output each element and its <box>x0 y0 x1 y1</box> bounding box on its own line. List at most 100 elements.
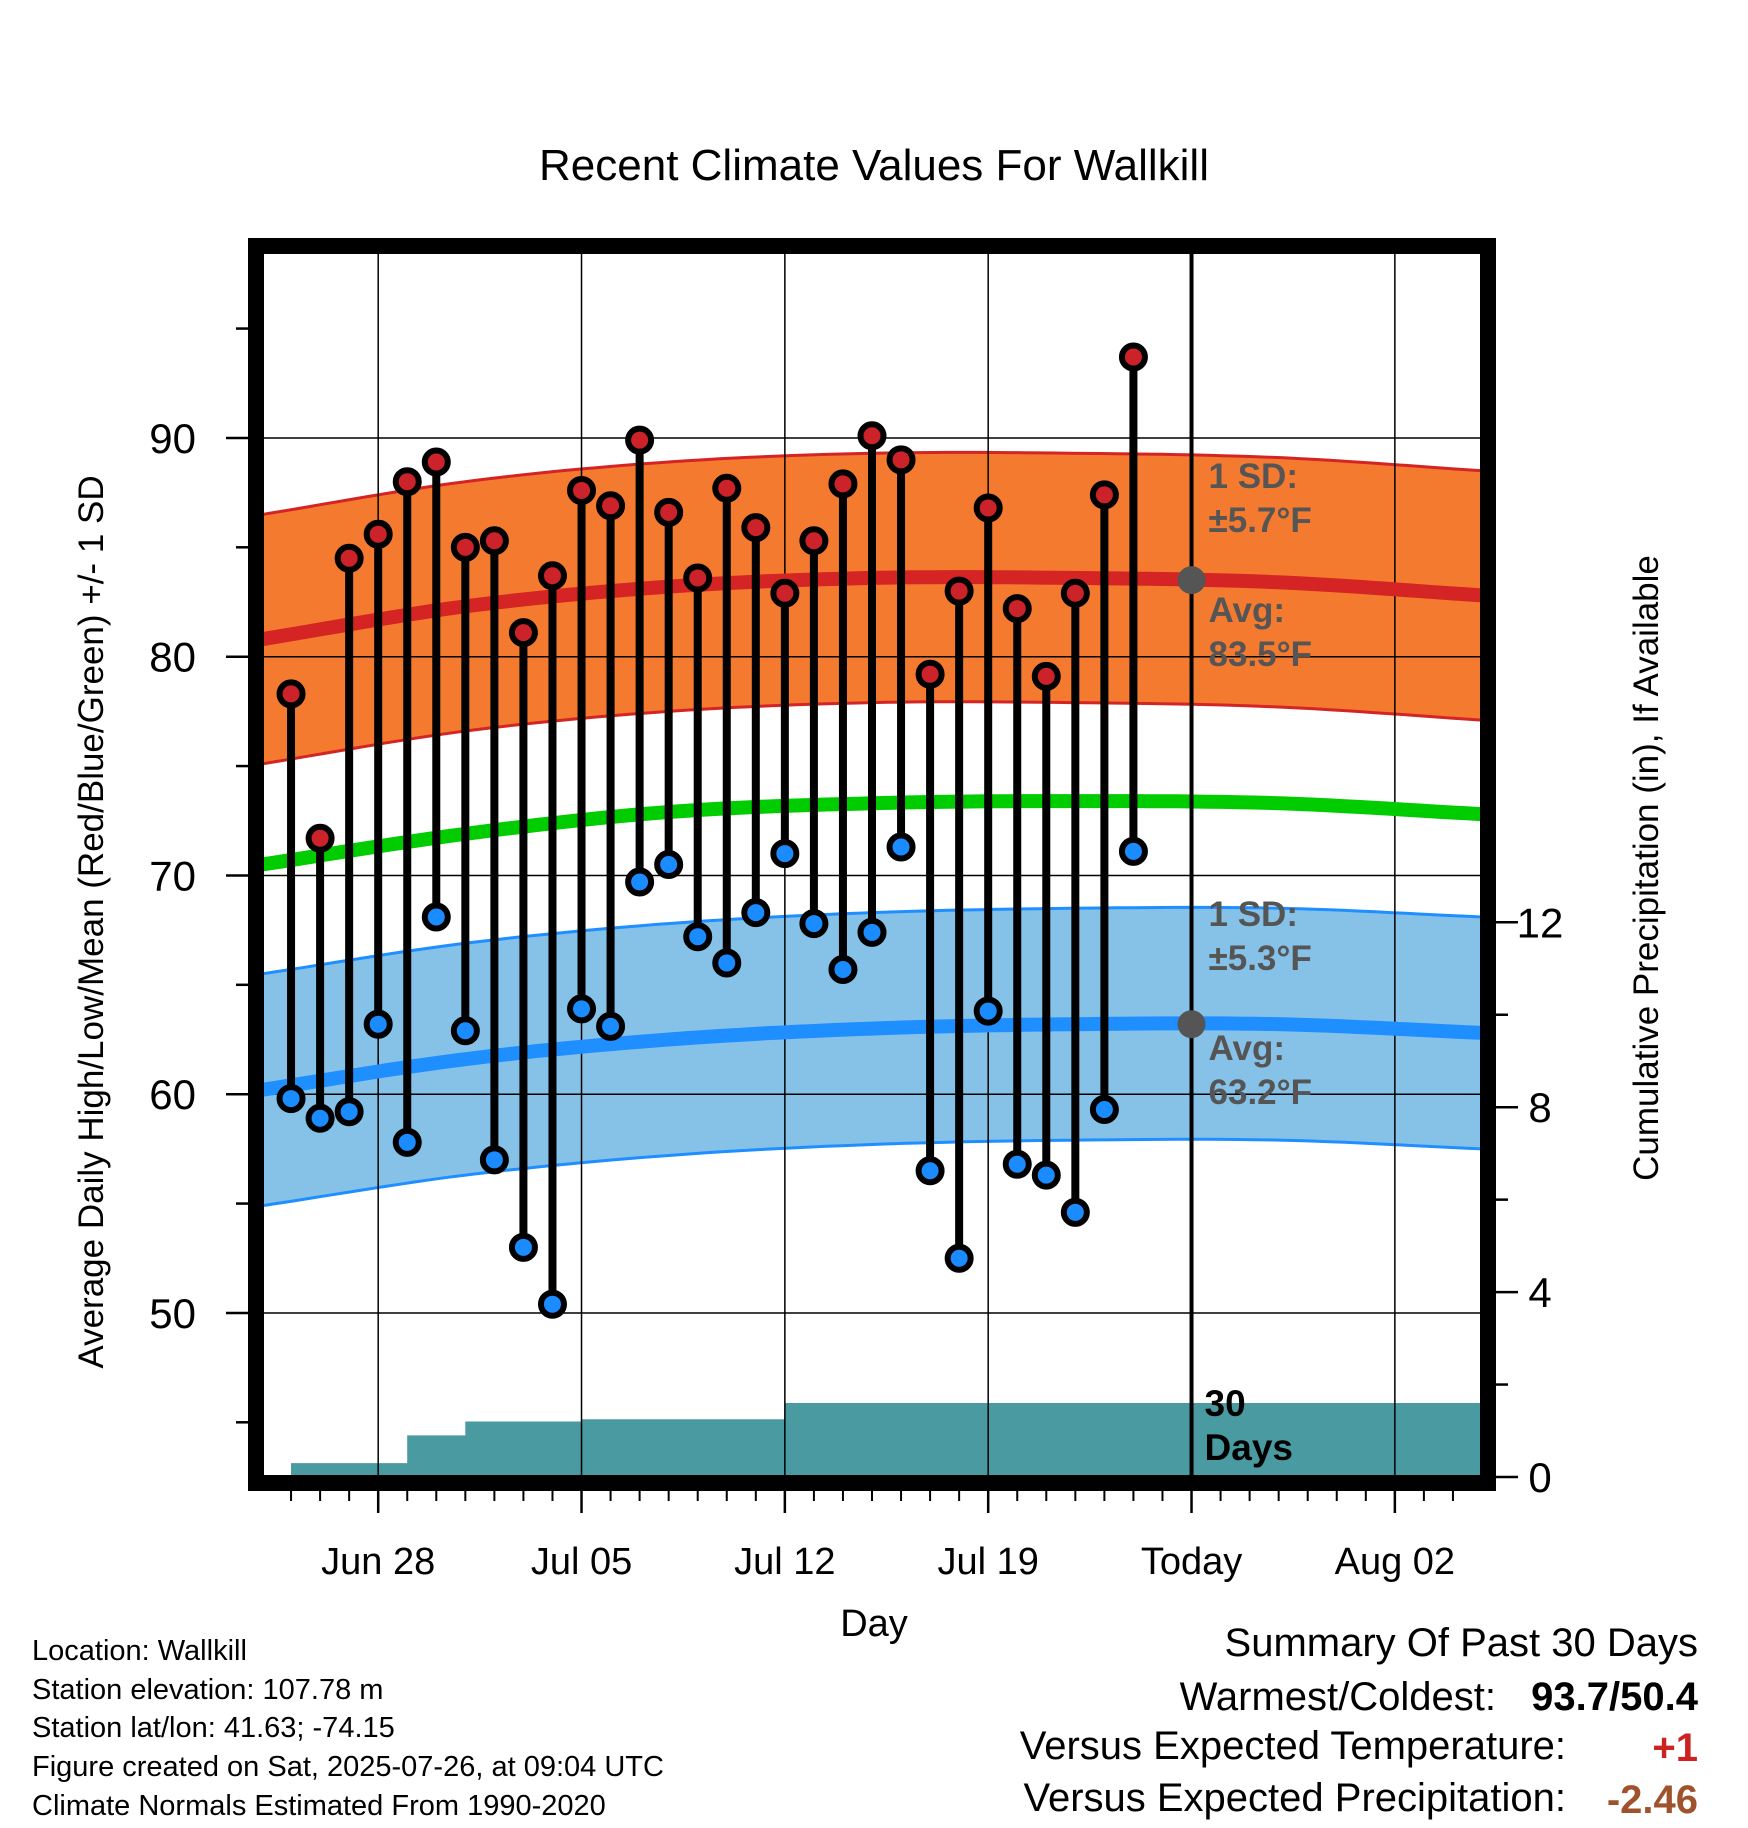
high-dot <box>392 467 422 497</box>
high-dot <box>741 513 771 543</box>
chart-title: Recent Climate Values For Wallkill <box>539 141 1209 190</box>
low-dot <box>508 1232 538 1262</box>
high-dot <box>537 561 567 591</box>
precip-area <box>291 1403 1482 1477</box>
low-dot <box>1118 836 1148 866</box>
low-dot <box>596 1011 626 1041</box>
y-tick-label: 70 <box>149 852 196 899</box>
high-dot <box>683 563 713 593</box>
x-tick-label: Jul 12 <box>734 1541 835 1583</box>
high-dot <box>421 447 451 477</box>
high-dot <box>450 532 480 562</box>
low-dot <box>625 867 655 897</box>
high-dot <box>973 493 1003 523</box>
low-avg-value: 63.2°F <box>1209 1073 1313 1112</box>
high-dot <box>596 491 626 521</box>
summary-precip-label: Versus Expected Precipitation: <box>1023 1776 1566 1820</box>
low-dot <box>363 1009 393 1039</box>
low-dot <box>886 832 916 862</box>
low-avg-label: Avg: <box>1209 1029 1285 1068</box>
y-tick-label: 80 <box>149 634 196 681</box>
high-dot <box>712 473 742 503</box>
high-average-marker <box>1177 566 1206 595</box>
y-tick-label: 60 <box>149 1071 196 1118</box>
high-dot <box>915 659 945 689</box>
high-dot <box>654 497 684 527</box>
high-dot <box>625 425 655 455</box>
low-dot <box>654 850 684 879</box>
low-dot <box>799 909 829 939</box>
high-dot <box>1060 578 1090 608</box>
high-dot <box>276 679 306 709</box>
low-dot <box>1089 1095 1119 1124</box>
high-dot <box>944 576 974 606</box>
low-dot <box>450 1016 480 1046</box>
high-dot <box>770 578 800 608</box>
high-dot <box>1089 480 1119 510</box>
high-dot <box>479 526 509 556</box>
info-location: Location: Wallkill <box>32 1635 247 1667</box>
x-axis-title: Day <box>840 1603 908 1645</box>
info-elevation: Station elevation: 107.78 m <box>32 1674 383 1706</box>
low-sd-label: 1 SD: <box>1209 895 1298 934</box>
high-dot <box>334 543 364 573</box>
low-sd-band <box>262 907 1482 1206</box>
low-dot <box>1060 1197 1090 1227</box>
plot-inner: 1 SD: ±5.7°F Avg: 83.5°F 1 SD: ±5.3°F Avg: 63.2… <box>262 252 1482 1477</box>
high-avg-label: Avg: <box>1209 591 1285 630</box>
low-dot <box>741 898 771 928</box>
y-axis-title: Average Daily High/Low/Mean (Red/Blue/Gr… <box>72 475 111 1368</box>
y2-axis-title: Cumulative Precipitation (in), If Availa… <box>1627 555 1666 1181</box>
high-dot <box>828 469 858 499</box>
low-dot <box>392 1127 422 1157</box>
low-dot <box>944 1243 974 1273</box>
summary-warm-cold-label: Warmest/Coldest: <box>1180 1675 1496 1719</box>
x-tick-label: Jul 05 <box>531 1541 632 1583</box>
low-dot <box>770 839 800 869</box>
days-count: 30 <box>1205 1383 1246 1424</box>
low-dot <box>828 955 858 984</box>
x-tick-label: Jun 28 <box>321 1541 435 1583</box>
low-sd-value: ±5.3°F <box>1209 939 1312 978</box>
y2-tick-label: 4 <box>1528 1269 1551 1316</box>
low-dot <box>712 948 742 978</box>
high-dot <box>1118 342 1148 372</box>
low-dot <box>857 917 887 947</box>
high-dot <box>1002 594 1032 624</box>
high-dot <box>857 421 887 451</box>
summary-precip-value: -2.46 <box>1607 1778 1698 1822</box>
y2-tick-label: 0 <box>1528 1454 1551 1501</box>
high-dot <box>799 526 829 556</box>
summary-temp-value: +1 <box>1652 1726 1698 1770</box>
low-dot <box>421 902 451 932</box>
low-dot <box>915 1156 945 1186</box>
low-dot <box>305 1103 335 1133</box>
x-tick-label: Jul 19 <box>937 1541 1038 1583</box>
high-avg-value: 83.5°F <box>1209 635 1313 674</box>
low-sd-lower-edge <box>262 1137 1482 1208</box>
summary-heading: Summary Of Past 30 Days <box>1225 1621 1698 1665</box>
low-dot <box>973 996 1003 1026</box>
y-tick-label: 50 <box>149 1290 196 1337</box>
low-dot <box>1002 1149 1032 1179</box>
x-tick-label: Today <box>1141 1541 1242 1583</box>
low-average-marker <box>1177 1010 1206 1039</box>
x-tick-label: Aug 02 <box>1335 1541 1455 1583</box>
low-dot <box>276 1084 306 1114</box>
low-dot <box>334 1097 364 1127</box>
summary-temp-label: Versus Expected Temperature: <box>1020 1724 1566 1768</box>
low-dot <box>537 1289 567 1319</box>
plot-area: 1 SD: ±5.7°F Avg: 83.5°F 1 SD: ±5.3°F Avg: 63.2… <box>149 238 1564 1583</box>
low-dot <box>479 1145 509 1175</box>
high-sd-label: 1 SD: <box>1209 457 1298 496</box>
y2-tick-label: 12 <box>1517 899 1564 946</box>
high-dot <box>305 823 335 853</box>
y-tick-label: 90 <box>149 415 196 462</box>
plot-frame <box>248 238 1496 1491</box>
info-created: Figure created on Sat, 2025-07-26, at 09… <box>32 1751 664 1783</box>
low-dot <box>1031 1160 1061 1190</box>
low-dot <box>683 922 713 952</box>
info-normals: Climate Normals Estimated From 1990-2020 <box>32 1790 606 1822</box>
y2-tick-label: 8 <box>1528 1084 1551 1131</box>
